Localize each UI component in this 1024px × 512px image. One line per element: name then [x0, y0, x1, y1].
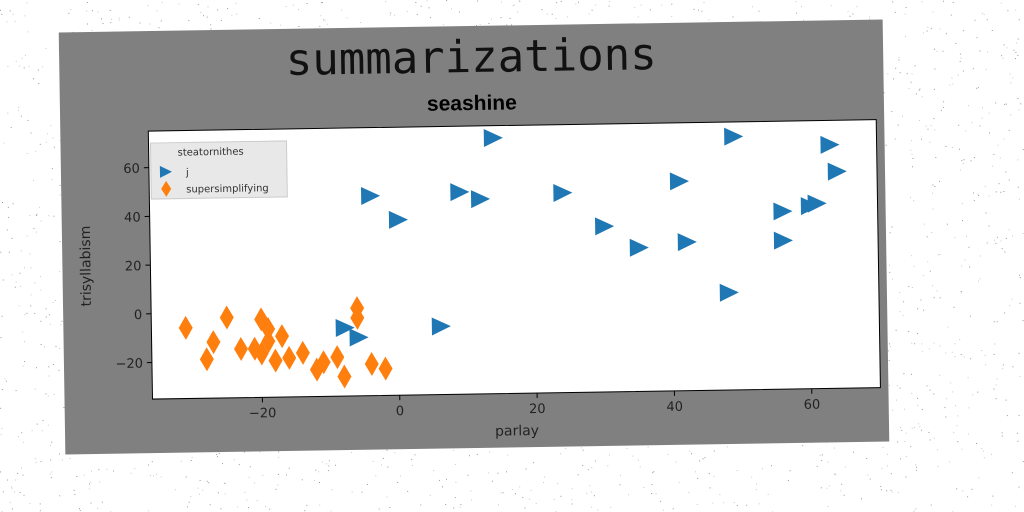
x-tick-label-40: 40	[666, 400, 683, 415]
x-tick-label--20: −20	[249, 406, 277, 421]
y-tick-label-60: 60	[123, 162, 140, 177]
legend-label-supersimplifying: supersimplifying	[186, 183, 269, 195]
y-tick-label--20: −20	[115, 357, 143, 372]
legend-title: steatornithes	[177, 147, 243, 159]
scatter-chart: −20 0 20 40 60 −20 0 20 40 60 parlay trisyllabism…	[59, 20, 890, 455]
x-axis-label: parlay	[495, 423, 539, 440]
y-tick-label-0: 0	[134, 308, 143, 323]
x-tick-label-60: 60	[804, 398, 821, 413]
figure: summarizations seashine −20 0 20 40 60 −20 0 20…	[59, 20, 890, 455]
x-tick-label-0: 0	[396, 404, 405, 419]
y-axis-label: trisyllabism	[78, 226, 95, 307]
y-tick-label-20: 20	[125, 259, 142, 274]
y-tick-label-40: 40	[124, 211, 141, 226]
legend-label-j: j	[185, 167, 189, 178]
x-tick-label-20: 20	[529, 402, 546, 417]
legend: steatornithes j supersimplifying	[150, 141, 287, 199]
